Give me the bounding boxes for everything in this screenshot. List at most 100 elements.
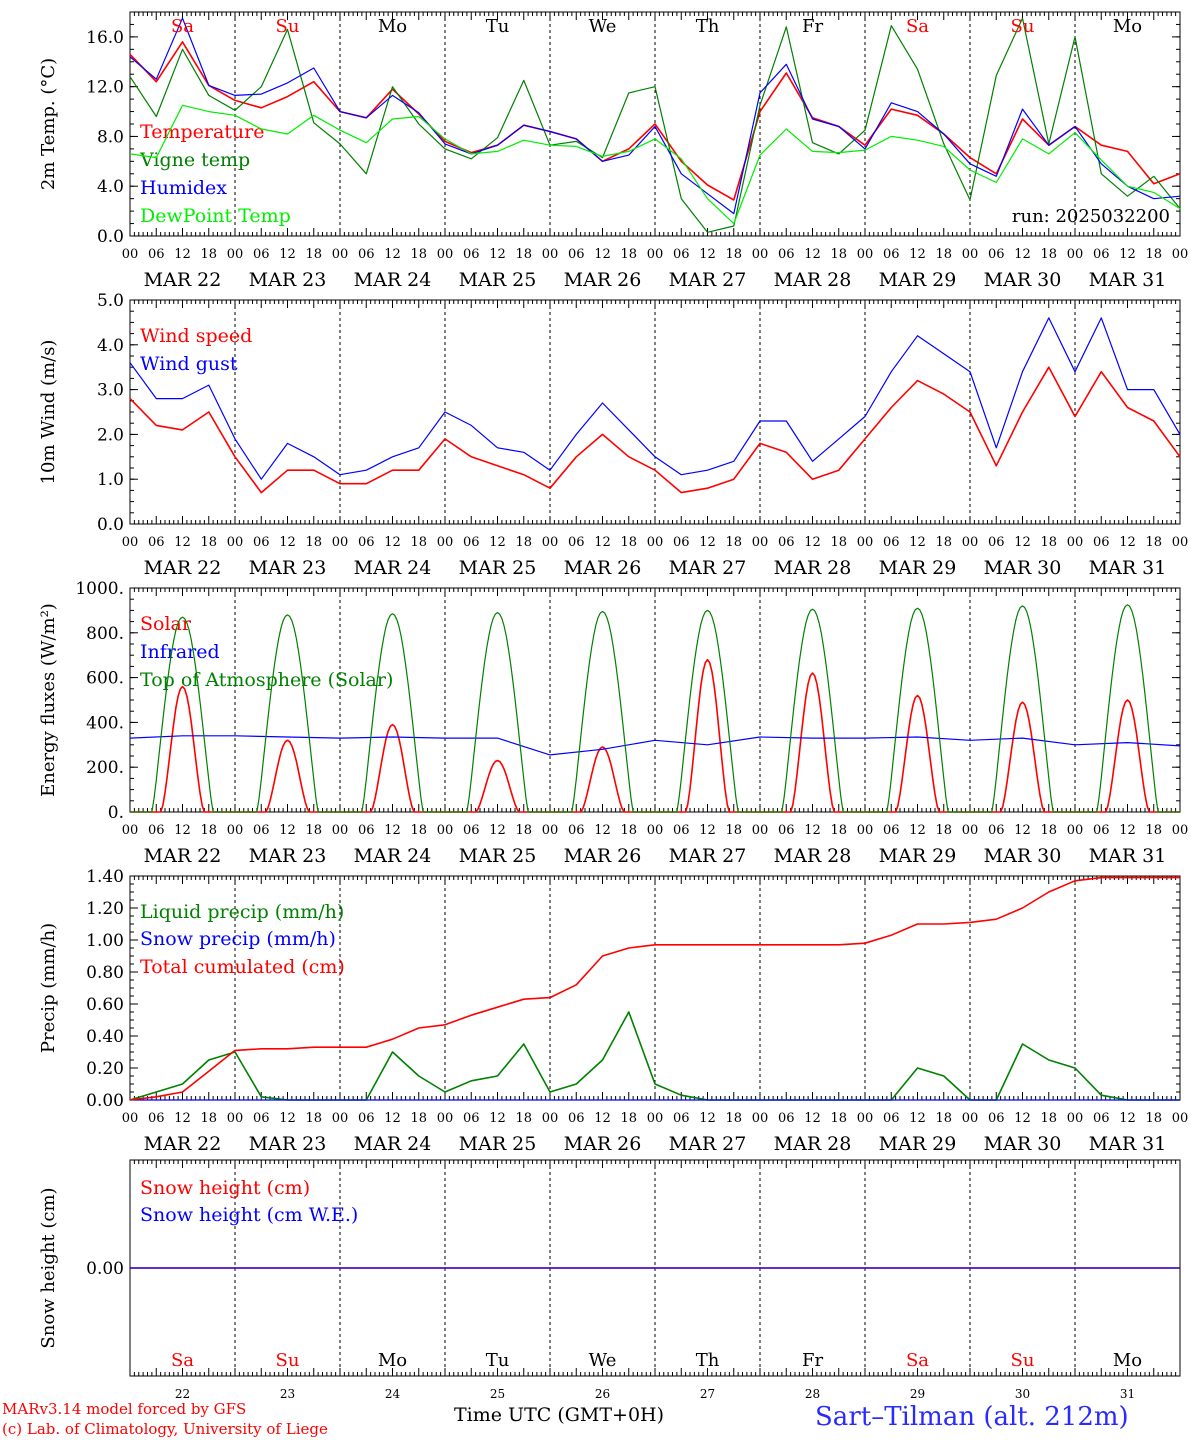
x-hour-label: 00 <box>227 823 244 838</box>
x-date-label: MAR 25 <box>459 845 537 867</box>
x-hour-label: 18 <box>305 823 322 838</box>
x-hour-label: 00 <box>122 1111 139 1126</box>
x-hour-label: 18 <box>725 535 742 550</box>
x-date-label: MAR 22 <box>144 1133 222 1155</box>
x-date-label: MAR 30 <box>984 845 1062 867</box>
x-hour-label: 00 <box>227 1111 244 1126</box>
panel-4: 0.00 0.20 0.40 0.60 0.80 1.00 1.20 1.40 Precip (… <box>38 867 1188 1155</box>
x-hour-label: 18 <box>1145 247 1162 262</box>
x-date-label: MAR 31 <box>1089 557 1167 579</box>
series-infrared <box>129 735 1181 756</box>
series-wind-speed <box>129 366 1181 494</box>
plot-frame <box>129 587 1181 813</box>
y-axis-label: Energy fluxes (W/m²) <box>38 603 59 797</box>
x-date-label: MAR 27 <box>669 557 747 579</box>
y-tick-label: 1000. <box>75 579 124 599</box>
y-tick-label: 600. <box>86 669 124 689</box>
x-hour-label: 18 <box>410 823 427 838</box>
x-hour-label: 06 <box>883 247 900 262</box>
y-tick-label: 0.00 <box>86 1259 124 1279</box>
x-hour-label: 00 <box>647 247 664 262</box>
x-hour-label: 18 <box>200 1111 217 1126</box>
x-date-label: MAR 23 <box>249 557 327 579</box>
panel-3: 0. 200. 400. 600. 800. 1000. Energy fluxes (W/… <box>38 579 1188 867</box>
x-hour-label: 18 <box>1040 535 1057 550</box>
x-hour-label: 12 <box>594 1111 611 1126</box>
x-hour-label: 18 <box>725 247 742 262</box>
x-hour-label: 00 <box>647 535 664 550</box>
x-hour-label: 12 <box>804 247 821 262</box>
x-hour-label: 06 <box>673 823 690 838</box>
x-hour-label: 12 <box>699 535 716 550</box>
x-hour-label: 06 <box>148 1111 165 1126</box>
x-hour-label: 18 <box>305 247 322 262</box>
x-hour-label: 00 <box>437 823 454 838</box>
day-name-label: Th <box>696 16 720 37</box>
station-label: Sart–Tilman (alt. 212m) <box>815 1402 1129 1432</box>
y-axis-label: Precip (mm/h) <box>38 923 59 1053</box>
x-hour-label: 12 <box>804 823 821 838</box>
x-hour-label: 06 <box>568 823 585 838</box>
model-credit: MARv3.14 model forced by GFS <box>2 1400 247 1418</box>
x-hour-label: 00 <box>122 823 139 838</box>
legend-entry: Liquid precip (mm/h) <box>140 901 344 923</box>
x-hour-label: 00 <box>332 823 349 838</box>
day-name-label: We <box>589 1350 617 1371</box>
legend-entry: Infrared <box>140 641 220 663</box>
x-hour-label: 18 <box>410 247 427 262</box>
x-hour-label: 18 <box>935 823 952 838</box>
x-hour-label: 00 <box>1172 247 1189 262</box>
x-hour-label: 18 <box>1040 1111 1057 1126</box>
day-name-label: Mo <box>378 16 407 37</box>
x-date-label: MAR 30 <box>984 557 1062 579</box>
x-hour-label: 12 <box>384 1111 401 1126</box>
x-date-label: MAR 23 <box>249 1133 327 1155</box>
legend-entry: Wind gust <box>140 353 238 375</box>
x-hour-label: 12 <box>384 247 401 262</box>
x-hour-label: 12 <box>174 247 191 262</box>
series-wind-gust <box>129 317 1181 480</box>
x-hour-label: 00 <box>122 535 139 550</box>
x-hour-label: 06 <box>778 1111 795 1126</box>
x-date-label: MAR 31 <box>1089 845 1167 867</box>
y-tick-label: 200. <box>86 758 124 778</box>
x-hour-label: 18 <box>200 535 217 550</box>
x-hour-label: 12 <box>1119 535 1136 550</box>
x-hour-label: 06 <box>778 247 795 262</box>
x-hour-label: 12 <box>1014 535 1031 550</box>
x-hour-label: 06 <box>1093 1111 1110 1126</box>
x-hour-label: 12 <box>699 1111 716 1126</box>
y-tick-label: 1.40 <box>86 867 124 887</box>
x-hour-label: 18 <box>515 823 532 838</box>
x-date-label: MAR 28 <box>774 269 852 291</box>
x-hour-label: 06 <box>988 247 1005 262</box>
x-hour-label: 00 <box>227 535 244 550</box>
day-name-label: Th <box>696 1350 720 1371</box>
x-hour-label: 00 <box>1067 823 1084 838</box>
run-label: run: 2025032200 <box>1012 206 1170 227</box>
x-hour-label: 12 <box>1119 1111 1136 1126</box>
day-name-label: Fr <box>802 16 823 37</box>
x-date-label: MAR 29 <box>879 269 957 291</box>
day-name-label: Su <box>276 16 300 37</box>
y-tick-label: 1.0 <box>97 470 124 490</box>
x-date-label: MAR 22 <box>144 845 222 867</box>
series-top-of-atmosphere-solar <box>130 604 1180 813</box>
x-hour-label: 06 <box>463 823 480 838</box>
x-hour-label: 12 <box>1119 823 1136 838</box>
x-hour-label: 00 <box>857 535 874 550</box>
x-hour-label: 06 <box>1093 247 1110 262</box>
day-number-label: 23 <box>280 1387 295 1401</box>
x-hour-label: 12 <box>1014 1111 1031 1126</box>
x-hour-label: 06 <box>673 1111 690 1126</box>
y-tick-label: 0.00 <box>86 1091 124 1111</box>
x-hour-label: 12 <box>1014 823 1031 838</box>
x-hour-label: 00 <box>1172 1111 1189 1126</box>
day-name-label: Mo <box>1113 16 1142 37</box>
day-name-label: Mo <box>378 1350 407 1371</box>
x-hour-label: 12 <box>1014 247 1031 262</box>
x-hour-label: 12 <box>594 535 611 550</box>
x-hour-label: 12 <box>909 247 926 262</box>
day-name-label: Su <box>276 1350 300 1371</box>
x-hour-label: 06 <box>463 247 480 262</box>
